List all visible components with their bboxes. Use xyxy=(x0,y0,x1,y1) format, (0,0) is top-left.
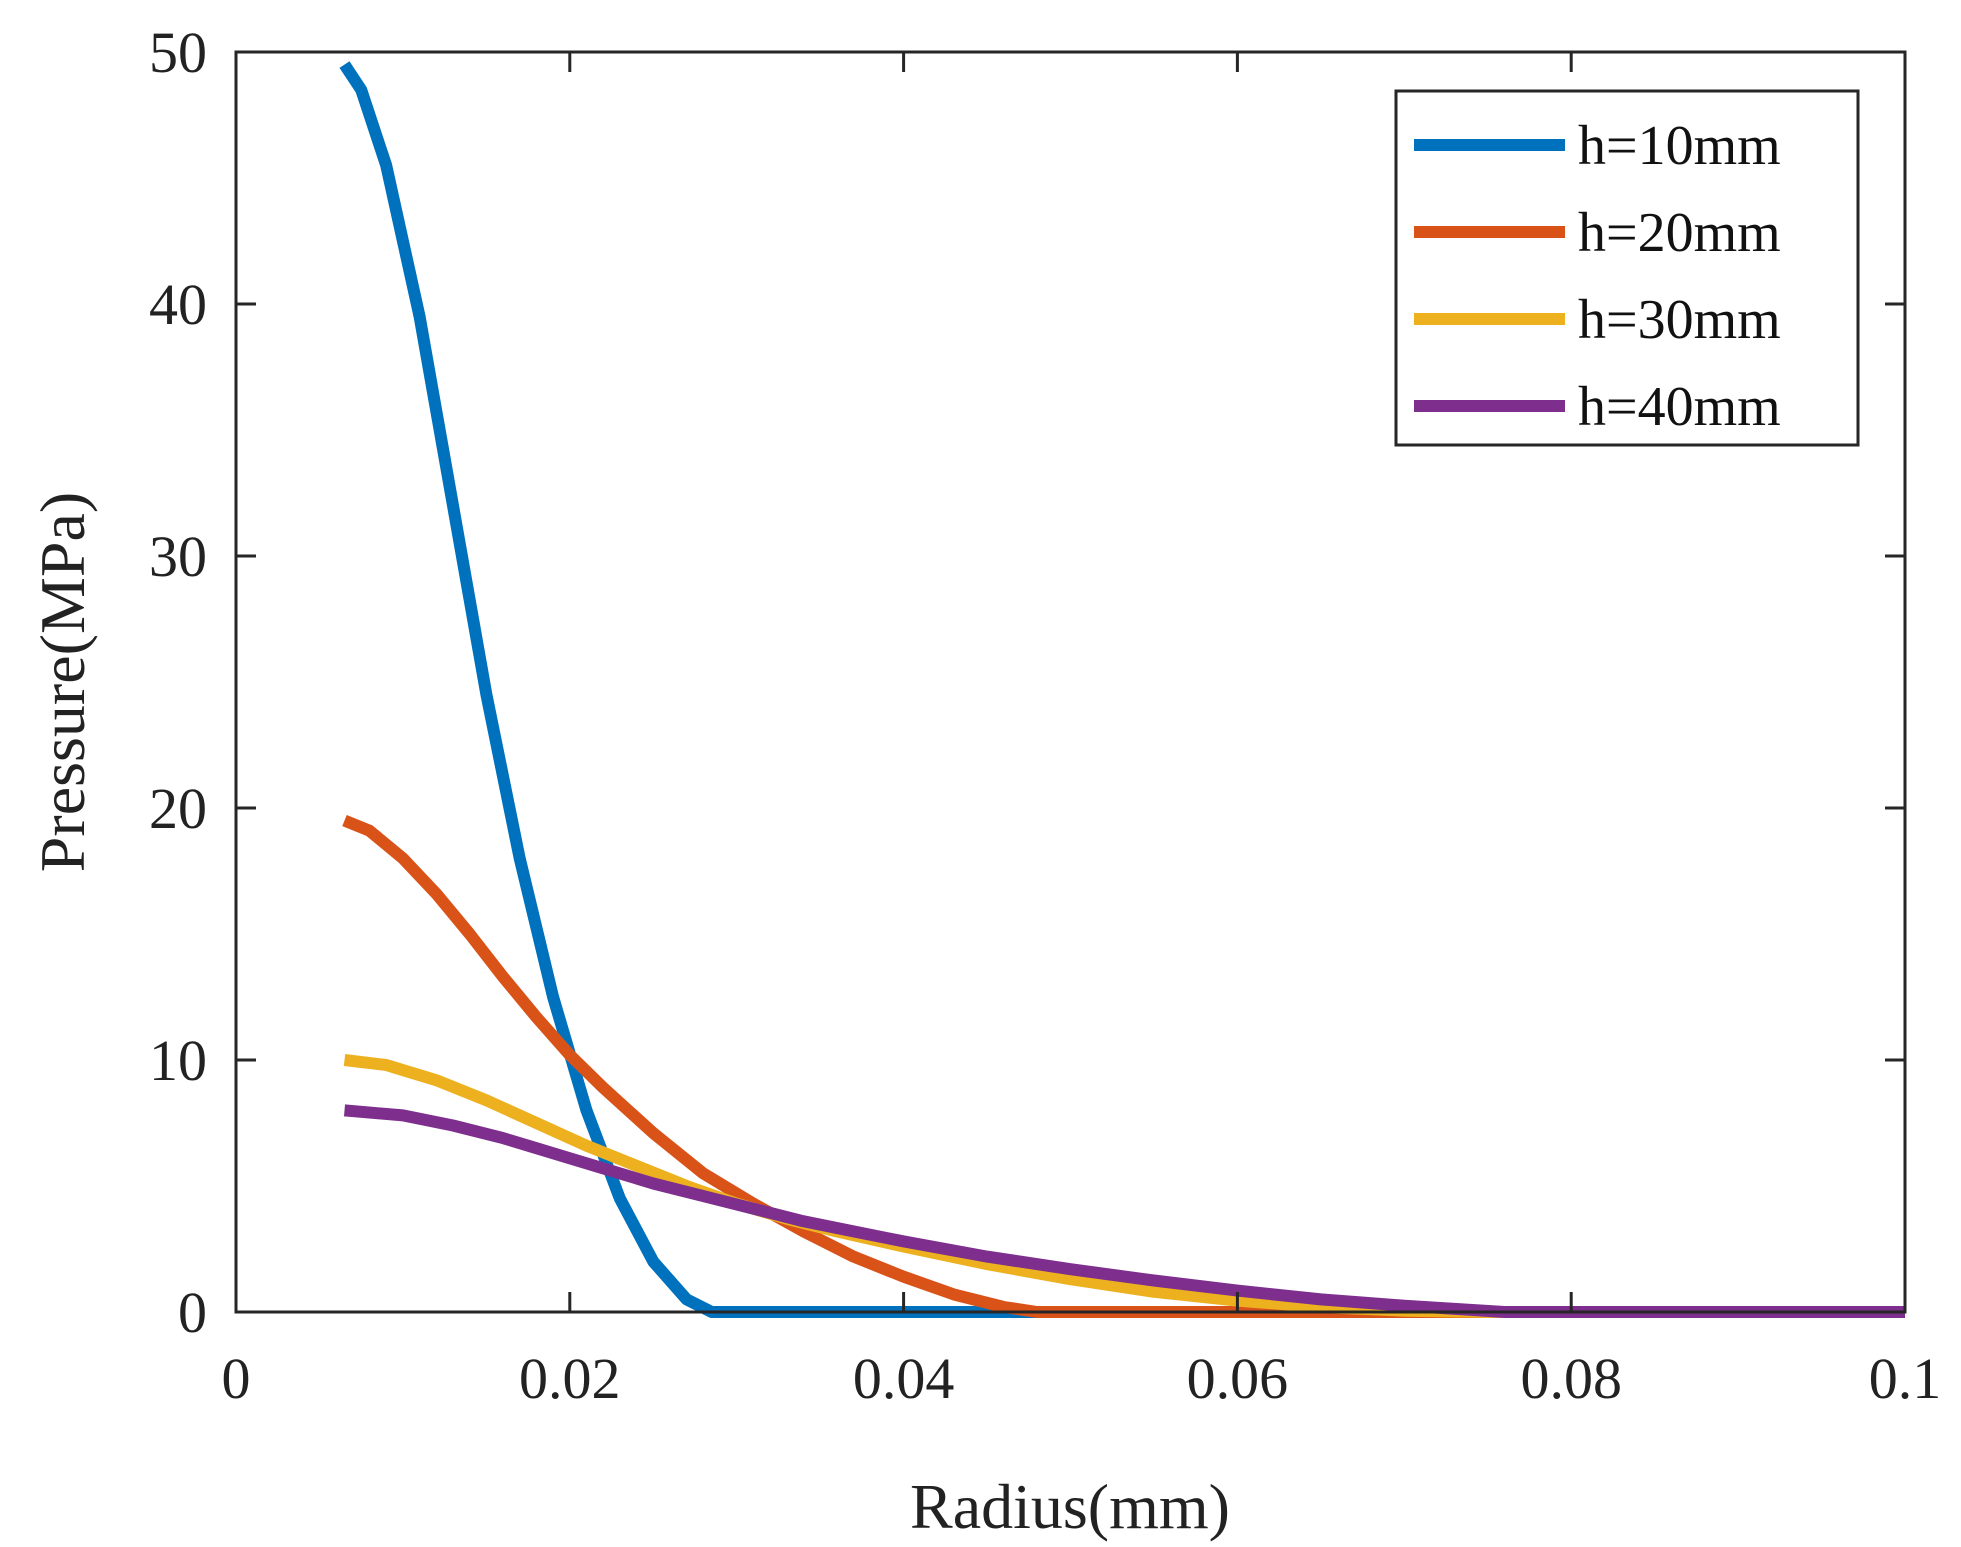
plot-frame xyxy=(234,50,1907,1314)
series-line-2 xyxy=(342,815,1905,1318)
tick-layer: 0 0.02 0.04 0.06 0.08 0.1 0 10 20 30 40 50 xyxy=(149,20,1941,1411)
y-tick-label: 10 xyxy=(149,1028,207,1093)
y-tick-label: 40 xyxy=(149,272,207,337)
x-tick-label: 0 xyxy=(222,1346,251,1411)
legend-label-4: h=40mm xyxy=(1578,376,1781,438)
y-tick-label: 0 xyxy=(178,1280,207,1345)
x-tick-label: 0.06 xyxy=(1187,1346,1289,1411)
series-line-4 xyxy=(343,1104,1905,1318)
y-axis-label: Pressure(MPa) xyxy=(27,492,98,872)
legend-label-1: h=10mm xyxy=(1578,115,1781,177)
legend-label-3: h=30mm xyxy=(1578,289,1781,351)
x-tick-label: 0.08 xyxy=(1520,1346,1622,1411)
x-tick-label: 0.02 xyxy=(519,1346,621,1411)
legend: h=10mm h=20mm h=30mm h=40mm xyxy=(1394,89,1860,447)
y-tick-label: 30 xyxy=(149,524,207,589)
y-tick-label: 20 xyxy=(149,776,207,841)
legend-label-2: h=20mm xyxy=(1578,202,1781,264)
x-tick-label: 0.1 xyxy=(1869,1346,1942,1411)
x-axis-label: Radius(mm) xyxy=(910,1471,1230,1542)
x-tick-label: 0.04 xyxy=(853,1346,955,1411)
y-tick-label: 50 xyxy=(149,20,207,85)
